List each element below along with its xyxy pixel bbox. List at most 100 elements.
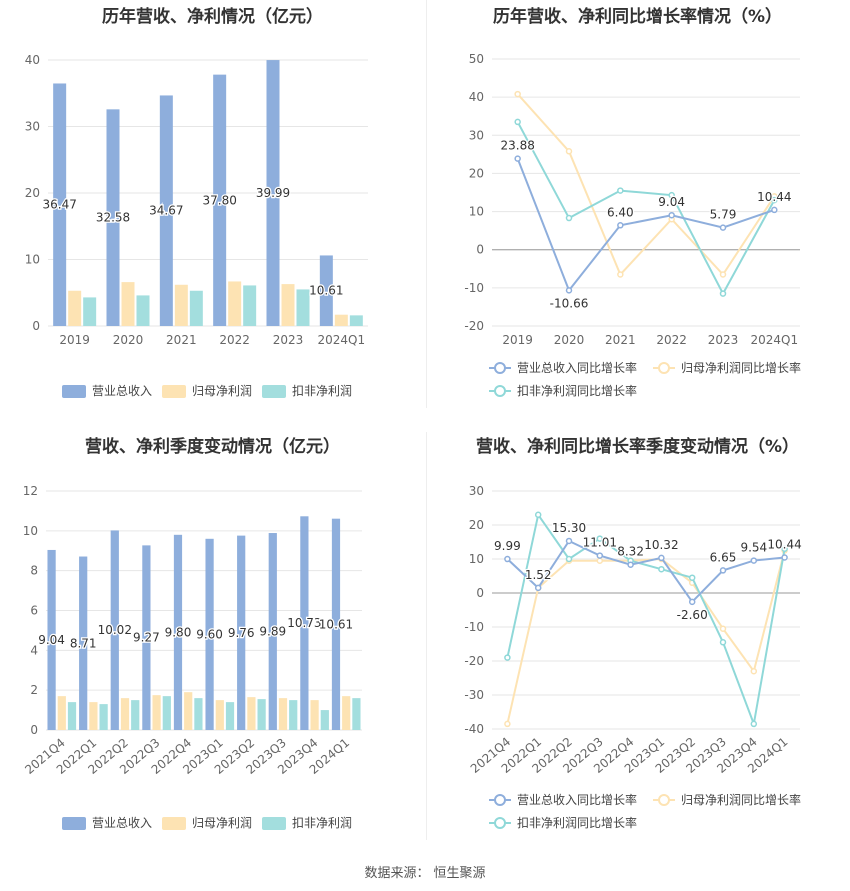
divider-top bbox=[426, 0, 427, 408]
y-tick-label: 30 bbox=[25, 120, 40, 134]
data-point bbox=[658, 554, 665, 562]
bar bbox=[67, 702, 77, 730]
bar bbox=[257, 699, 266, 730]
data-label: 10.02 bbox=[98, 623, 132, 637]
y-tick-label: 40 bbox=[25, 53, 40, 67]
x-tick-label: 2024Q1 bbox=[751, 333, 799, 347]
data-label: 10.61 bbox=[319, 617, 353, 631]
data-label: 1.52 bbox=[525, 568, 552, 582]
bar bbox=[162, 696, 171, 730]
data-point bbox=[750, 557, 758, 564]
data-label: 11.01 bbox=[583, 536, 617, 550]
data-point bbox=[565, 287, 573, 294]
bar bbox=[225, 702, 235, 730]
data-point bbox=[596, 552, 604, 559]
bar bbox=[268, 533, 277, 730]
data-point bbox=[565, 555, 573, 563]
data-label: 9.27 bbox=[133, 631, 160, 645]
y-tick-label: 2 bbox=[30, 683, 38, 697]
bar bbox=[320, 710, 329, 730]
data-point bbox=[514, 118, 521, 126]
bar bbox=[53, 83, 67, 326]
y-tick-label: 20 bbox=[25, 186, 40, 200]
data-label: 9.80 bbox=[165, 625, 192, 639]
bar bbox=[281, 284, 295, 326]
chart-title: 历年营收、净利情况（亿元） bbox=[102, 7, 323, 27]
bar bbox=[79, 556, 88, 730]
data-point bbox=[504, 654, 511, 661]
quarterly-growth-panel: 营收、净利同比增长率季度变动情况（%） -40 -30 -20 -10 0 10 20 30 9… bbox=[425, 430, 850, 860]
y-tick-label: 0 bbox=[30, 723, 38, 737]
data-point bbox=[781, 545, 788, 553]
y-tick-label: 10 bbox=[23, 524, 38, 538]
y-tick-label: -10 bbox=[464, 281, 484, 295]
data-point bbox=[565, 537, 573, 545]
data-point bbox=[504, 555, 511, 563]
y-tick-label: -20 bbox=[464, 319, 484, 333]
data-point bbox=[596, 557, 604, 564]
bar bbox=[136, 295, 150, 326]
data-label: 9.99 bbox=[494, 539, 521, 553]
bar bbox=[331, 518, 341, 730]
y-tick-label: 40 bbox=[469, 90, 484, 104]
data-point bbox=[514, 155, 521, 162]
bar bbox=[152, 695, 161, 730]
series-line bbox=[516, 93, 776, 277]
legend-label: 扣非净利润同比增长率 bbox=[517, 383, 637, 398]
legend-label: 扣非净利润 bbox=[292, 384, 352, 398]
bar bbox=[278, 698, 288, 730]
data-point bbox=[565, 214, 573, 222]
data-point bbox=[781, 554, 788, 561]
bar bbox=[349, 315, 363, 326]
data-point bbox=[504, 720, 511, 728]
x-tick-label: 2023 bbox=[708, 333, 739, 347]
data-point bbox=[771, 206, 778, 214]
data-label: 10.44 bbox=[767, 538, 801, 552]
bar bbox=[106, 109, 120, 326]
data-label: 9.04 bbox=[658, 195, 685, 209]
x-tick-label: 2021 bbox=[605, 333, 636, 347]
bar bbox=[110, 530, 119, 730]
annual-revenue-profit-panel: 历年营收、净利情况（亿元） 0 10 20 30 40 36.47 32.58 34.67 37… bbox=[0, 0, 425, 430]
series-line bbox=[516, 121, 776, 296]
chart-title: 历年营收、净利同比增长率情况（%） bbox=[492, 7, 783, 27]
bar bbox=[68, 290, 82, 326]
bar bbox=[184, 692, 193, 730]
bar bbox=[310, 700, 319, 730]
legend-marker-swatch bbox=[494, 817, 506, 829]
source-value: 恒生聚源 bbox=[433, 866, 486, 881]
data-label: 9.04 bbox=[38, 633, 65, 647]
bar bbox=[296, 289, 310, 326]
data-label: 34.67 bbox=[149, 204, 183, 218]
data-point bbox=[514, 90, 521, 98]
series-line bbox=[506, 539, 785, 604]
source-label: 数据来源： bbox=[364, 866, 430, 881]
legend-swatch bbox=[62, 817, 86, 830]
legend-marker-swatch bbox=[494, 794, 506, 806]
bar bbox=[205, 538, 214, 730]
y-tick-label: 10 bbox=[469, 552, 484, 566]
y-tick-label: 20 bbox=[469, 166, 484, 180]
data-point bbox=[658, 565, 665, 573]
data-point bbox=[719, 224, 727, 231]
bar bbox=[334, 314, 348, 326]
data-point bbox=[719, 290, 727, 297]
y-tick-label: 20 bbox=[469, 518, 484, 532]
legend-label: 营业总收入 bbox=[92, 384, 152, 398]
data-point bbox=[534, 584, 542, 592]
bar bbox=[131, 700, 140, 730]
legend-swatch bbox=[62, 385, 86, 398]
y-tick-label: -20 bbox=[464, 654, 484, 668]
quarterly-growth-chart: -40 -30 -20 -10 0 10 20 30 9.99 1.52 15.3011.018.3… bbox=[464, 484, 803, 830]
data-point bbox=[627, 561, 634, 568]
x-tick-label: 2022 bbox=[656, 333, 687, 347]
x-tick-label: 2020 bbox=[113, 333, 144, 347]
data-label: 6.65 bbox=[710, 550, 737, 564]
y-tick-label: 10 bbox=[469, 205, 484, 219]
y-tick-label: -40 bbox=[464, 722, 484, 736]
bar bbox=[189, 290, 203, 326]
bar bbox=[213, 74, 227, 326]
legend-label: 营业总收入 bbox=[92, 816, 152, 830]
data-label: 37.80 bbox=[202, 193, 236, 207]
